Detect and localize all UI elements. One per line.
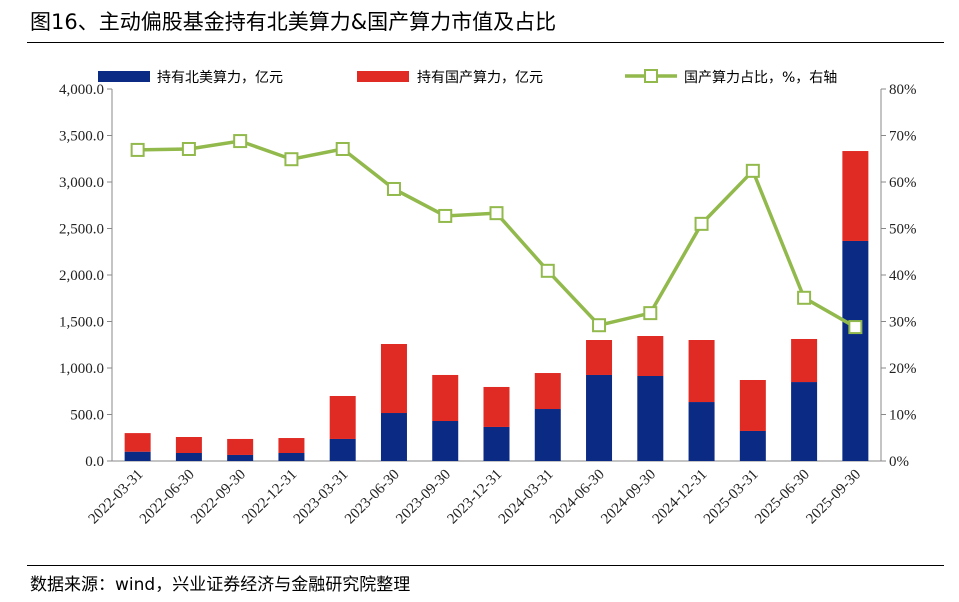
right-tick-label: 50% xyxy=(889,222,917,238)
left-tick-label: 4,000.0 xyxy=(59,82,104,98)
title-divider xyxy=(27,42,944,43)
x-tick-label: 2025-09-30 xyxy=(803,467,864,528)
left-tick-label: 500.0 xyxy=(70,408,104,424)
legend-swatch-domestic xyxy=(357,71,409,82)
left-tick-label: 1,500.0 xyxy=(59,315,104,331)
line-marker xyxy=(130,142,145,157)
bar-domestic xyxy=(329,395,356,439)
x-tick-label: 2023-12-31 xyxy=(445,467,506,528)
line-marker xyxy=(848,320,863,335)
right-tick-label: 20% xyxy=(889,361,917,377)
line-marker xyxy=(335,141,350,156)
right-tick-label: 0% xyxy=(889,454,909,470)
bar-north-america xyxy=(124,451,151,461)
bar-domestic xyxy=(688,340,715,403)
line-marker xyxy=(181,141,196,156)
bar-north-america xyxy=(432,421,459,461)
bar-north-america xyxy=(637,375,664,461)
bar-north-america xyxy=(688,402,715,461)
right-tick-label: 70% xyxy=(889,129,917,145)
legend-label-share: 国产算力占比，%，右轴 xyxy=(684,70,837,86)
x-tick-label: 2022-12-31 xyxy=(239,467,300,528)
legend-swatch-north-america xyxy=(98,71,150,82)
bar-domestic xyxy=(637,336,664,376)
legend-label-domestic: 持有国产算力，亿元 xyxy=(417,70,543,86)
bar-north-america xyxy=(586,374,613,461)
line-marker xyxy=(592,318,607,333)
x-tick-label: 2023-06-30 xyxy=(342,467,403,528)
x-tick-label: 2022-06-30 xyxy=(137,467,198,528)
line-marker xyxy=(284,152,299,167)
right-tick-label: 10% xyxy=(889,408,917,424)
bar-north-america xyxy=(842,240,869,461)
bar-domestic xyxy=(432,374,459,422)
line-marker xyxy=(438,208,453,223)
line-marker xyxy=(489,206,504,221)
bar-domestic xyxy=(175,437,202,454)
line-marker xyxy=(540,263,555,278)
bar-north-america xyxy=(227,454,254,461)
line-marker xyxy=(643,306,658,321)
line-marker xyxy=(233,134,248,149)
bar-domestic xyxy=(534,373,561,410)
left-tick-label: 0.0 xyxy=(85,454,104,470)
bar-domestic xyxy=(124,433,151,452)
x-tick-label: 2024-06-30 xyxy=(547,467,608,528)
left-tick-label: 3,000.0 xyxy=(59,175,104,191)
x-tick-label: 2024-12-31 xyxy=(650,467,711,528)
bar-north-america xyxy=(739,430,766,461)
x-tick-label: 2024-09-30 xyxy=(598,467,659,528)
chart-title: 图16、主动偏股基金持有北美算力&国产算力市值及占比 xyxy=(30,10,557,34)
bar-north-america xyxy=(483,426,510,461)
bar-north-america xyxy=(329,438,356,461)
right-tick-label: 30% xyxy=(889,315,917,331)
right-tick-label: 80% xyxy=(889,82,917,98)
bar-domestic xyxy=(483,386,510,427)
legend-marker-share xyxy=(644,69,658,83)
x-tick-label: 2025-03-31 xyxy=(701,467,762,528)
source-divider xyxy=(27,565,944,566)
bar-north-america xyxy=(175,453,202,461)
left-tick-label: 2,000.0 xyxy=(59,268,104,284)
left-tick-label: 3,500.0 xyxy=(59,129,104,145)
x-tick-label: 2023-09-30 xyxy=(393,467,454,528)
source-note: 数据来源：wind，兴业证券经济与金融研究院整理 xyxy=(30,575,411,595)
line-marker xyxy=(694,216,709,231)
x-tick-label: 2025-06-30 xyxy=(752,467,813,528)
line-marker xyxy=(797,290,812,305)
line-marker xyxy=(745,163,760,178)
bar-domestic xyxy=(278,438,305,454)
bar-north-america xyxy=(534,409,561,461)
bar-domestic xyxy=(586,340,613,375)
bar-domestic xyxy=(227,438,254,455)
bar-north-america xyxy=(791,382,818,461)
x-tick-label: 2022-03-31 xyxy=(86,467,147,528)
bar-domestic xyxy=(380,344,407,414)
bar-north-america xyxy=(278,453,305,461)
bar-domestic xyxy=(791,338,818,383)
right-tick-label: 40% xyxy=(889,268,917,284)
right-tick-label: 60% xyxy=(889,175,917,191)
x-tick-label: 2024-03-31 xyxy=(496,467,557,528)
bar-domestic xyxy=(842,151,869,241)
x-tick-label: 2023-03-31 xyxy=(291,467,352,528)
bar-north-america xyxy=(380,413,407,461)
bar-domestic xyxy=(739,379,766,431)
left-tick-label: 2,500.0 xyxy=(59,222,104,238)
x-tick-label: 2022-09-30 xyxy=(188,467,249,528)
legend-label-north-america: 持有北美算力，亿元 xyxy=(157,70,283,86)
left-tick-label: 1,000.0 xyxy=(59,361,104,377)
line-marker xyxy=(386,181,401,196)
